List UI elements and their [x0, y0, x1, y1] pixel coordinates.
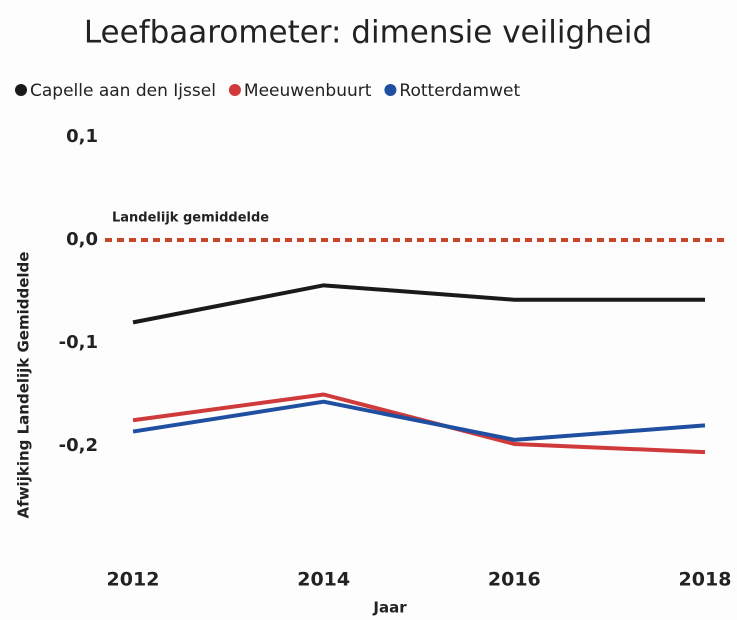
y-tick-label: 0,1 — [66, 126, 98, 147]
legend-label: Meeuwenbuurt — [244, 81, 372, 101]
y-tick-label: -0,1 — [59, 332, 98, 353]
line-series — [132, 283, 705, 325]
legend-marker — [15, 84, 27, 96]
legend-label: Capelle aan den Ijssel — [30, 81, 216, 101]
legend-marker — [228, 84, 241, 96]
legend-label: Rotterdamwet — [399, 81, 520, 101]
chart-title: Leefbaarometer: dimensie veiligheid — [84, 15, 652, 51]
x-axis-label: Jaar — [372, 599, 407, 617]
x-tick-label: 2016 — [488, 569, 541, 591]
y-tick-label: 0,0 — [66, 229, 98, 250]
x-tick-label: 2018 — [679, 569, 732, 591]
x-tick-label: 2014 — [297, 569, 350, 591]
reference-label: Landelijk gemiddelde — [112, 211, 269, 226]
x-tick-label: 2012 — [107, 569, 160, 591]
legend-marker — [384, 84, 397, 96]
y-axis-label: Afwijking Landelijk Gemiddelde — [15, 252, 33, 519]
y-tick-label: -0,2 — [59, 435, 98, 456]
line-series — [132, 399, 706, 442]
